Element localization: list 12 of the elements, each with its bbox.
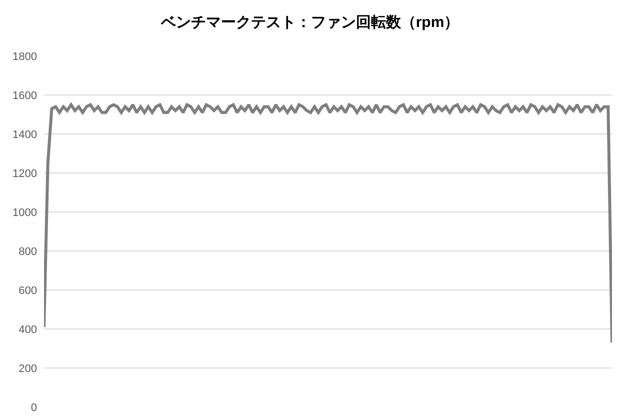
y-tick-label: 1600 (12, 90, 37, 102)
y-tick-label: 600 (18, 284, 37, 297)
y-tick-label: 0 (30, 402, 37, 414)
y-tick-label: 1000 (12, 206, 37, 219)
y-tick-label: 1200 (12, 168, 37, 180)
y-tick-label: 1400 (12, 128, 37, 141)
y-tick-label: 200 (18, 362, 37, 375)
y-tick-label: 800 (18, 246, 37, 258)
chart-title: ベンチマークテスト：ファン回転数（rpm） (160, 14, 460, 32)
line-series (44, 103, 612, 344)
y-tick-label: 1800 (12, 50, 37, 63)
y-tick-label: 400 (18, 324, 37, 336)
